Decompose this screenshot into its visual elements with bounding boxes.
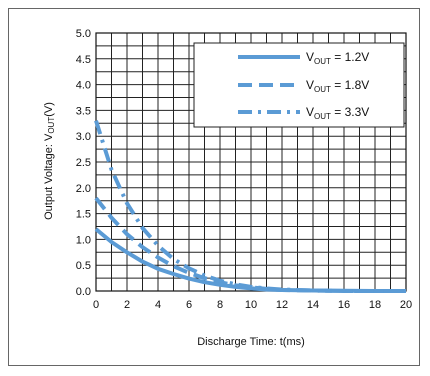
y-tick-labels: 0.0 0.5 1.0 1.5 2.0 2.5 3.0 3.5 4.0 4.5 5.0 [76, 28, 91, 298]
y-axis-title: Output Voltage: VOUT(V) [43, 102, 56, 220]
x-tick-label: 0 [93, 299, 99, 311]
legend-label-3: VOUT = 3.3V [306, 105, 369, 121]
x-tick-label: 14 [307, 299, 319, 311]
y-tick-label: 0.0 [76, 286, 91, 298]
y-tick-label: 4.0 [76, 80, 91, 92]
y-tick-label: 1.5 [76, 209, 91, 221]
series-lines [94, 120, 406, 293]
y-tick-label: 3.5 [76, 105, 91, 117]
legend-label-2: VOUT = 1.8V [306, 78, 369, 94]
x-tick-label: 18 [369, 299, 381, 311]
x-tick-label: 4 [155, 299, 161, 311]
x-axis-title: Discharge Time: t(ms) [197, 336, 305, 348]
legend: VOUT = 1.2V VOUT = 1.8V VOUT = 3.3V [193, 42, 405, 128]
x-tick-label: 16 [338, 299, 350, 311]
y-tick-label: 2.0 [76, 183, 91, 195]
x-tick-label: 6 [186, 299, 192, 311]
y-tick-label: 4.5 [76, 54, 91, 66]
plot-border [95, 32, 407, 292]
y-tick-label: 5.0 [76, 28, 91, 40]
y-tick-label: 1.0 [76, 234, 91, 246]
x-tick-label: 2 [124, 299, 130, 311]
y-tick-label: 3.0 [76, 131, 91, 143]
x-tick-labels: 0 2 4 6 8 10 12 14 16 18 20 [93, 299, 412, 311]
y-tick-label: 0.5 [76, 260, 91, 272]
legend-label-1: VOUT = 1.2V [306, 50, 369, 66]
x-tick-label: 8 [217, 299, 223, 311]
x-tick-label: 10 [245, 299, 257, 311]
x-tick-label: 12 [276, 299, 288, 311]
y-tick-label: 2.5 [76, 157, 91, 169]
series-line-3 [94, 120, 406, 293]
x-tick-label: 20 [400, 299, 412, 311]
